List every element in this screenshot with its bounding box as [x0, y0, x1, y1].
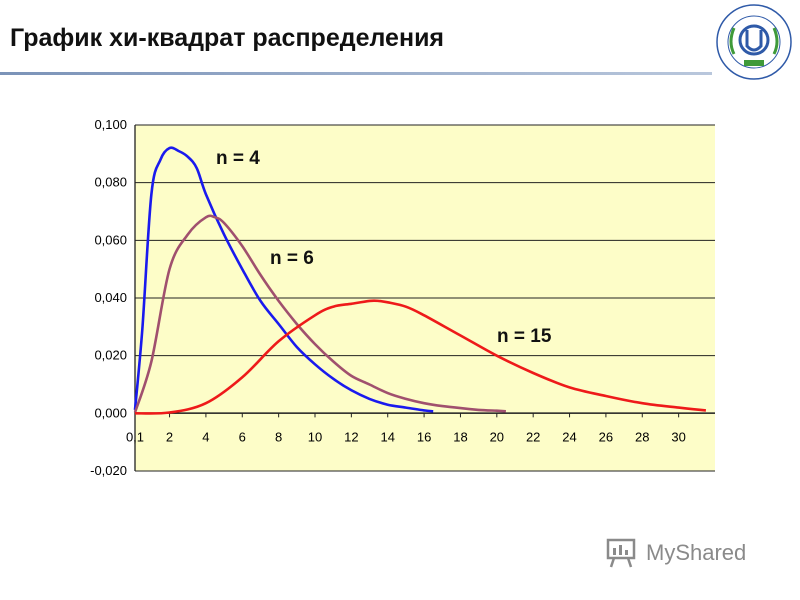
x-tick-labels: 0,1 2 4 6 8 10 12 14 16 18 20 22 24 26 28 30 — [126, 413, 686, 444]
slide-title: График хи-квадрат распределения — [10, 24, 445, 52]
series-n4-line — [133, 146, 434, 413]
label-n4: n = 4 — [216, 148, 260, 169]
series-lines — [133, 146, 707, 415]
y-tick-label: 0,020 — [94, 348, 127, 363]
title-divider — [0, 72, 712, 75]
x-tick-label: 6 — [239, 429, 246, 444]
watermark-text: MyShared — [646, 540, 747, 565]
watermark: MyShared — [606, 536, 746, 570]
x-tick-label: 12 — [344, 429, 358, 444]
x-tick-label: 16 — [417, 429, 431, 444]
x-tick-label: 18 — [453, 429, 467, 444]
series-n15-line — [134, 299, 707, 415]
y-tick-label: 0,100 — [94, 117, 127, 132]
x-tick-label: 4 — [202, 429, 209, 444]
x-tick-label: 8 — [275, 429, 282, 444]
x-tick-label: 28 — [635, 429, 649, 444]
x-tick-label: 0,1 — [126, 429, 144, 444]
x-tick-label: 10 — [308, 429, 322, 444]
y-tick-label: 0,000 — [94, 405, 127, 420]
x-tick-label: 14 — [380, 429, 394, 444]
series-n6-line — [133, 214, 506, 413]
x-tick-label: 24 — [562, 429, 576, 444]
y-tick-labels: 0,100 0,080 0,060 0,040 0,020 0,000 -0,020 — [90, 117, 127, 478]
presentation-icon — [606, 538, 636, 568]
x-tick-label: 30 — [671, 429, 685, 444]
y-tick-label: 0,040 — [94, 290, 127, 305]
x-tick-label: 2 — [166, 429, 173, 444]
x-tick-label: 26 — [599, 429, 613, 444]
y-tick-label: 0,080 — [94, 175, 127, 190]
university-logo-icon — [716, 4, 792, 80]
label-n6: n = 6 — [270, 248, 314, 269]
x-tick-label: 20 — [490, 429, 504, 444]
y-tick-label: -0,020 — [90, 463, 127, 478]
y-tick-label: 0,060 — [94, 232, 127, 247]
x-tick-label: 22 — [526, 429, 540, 444]
label-n15: n = 15 — [497, 326, 552, 347]
